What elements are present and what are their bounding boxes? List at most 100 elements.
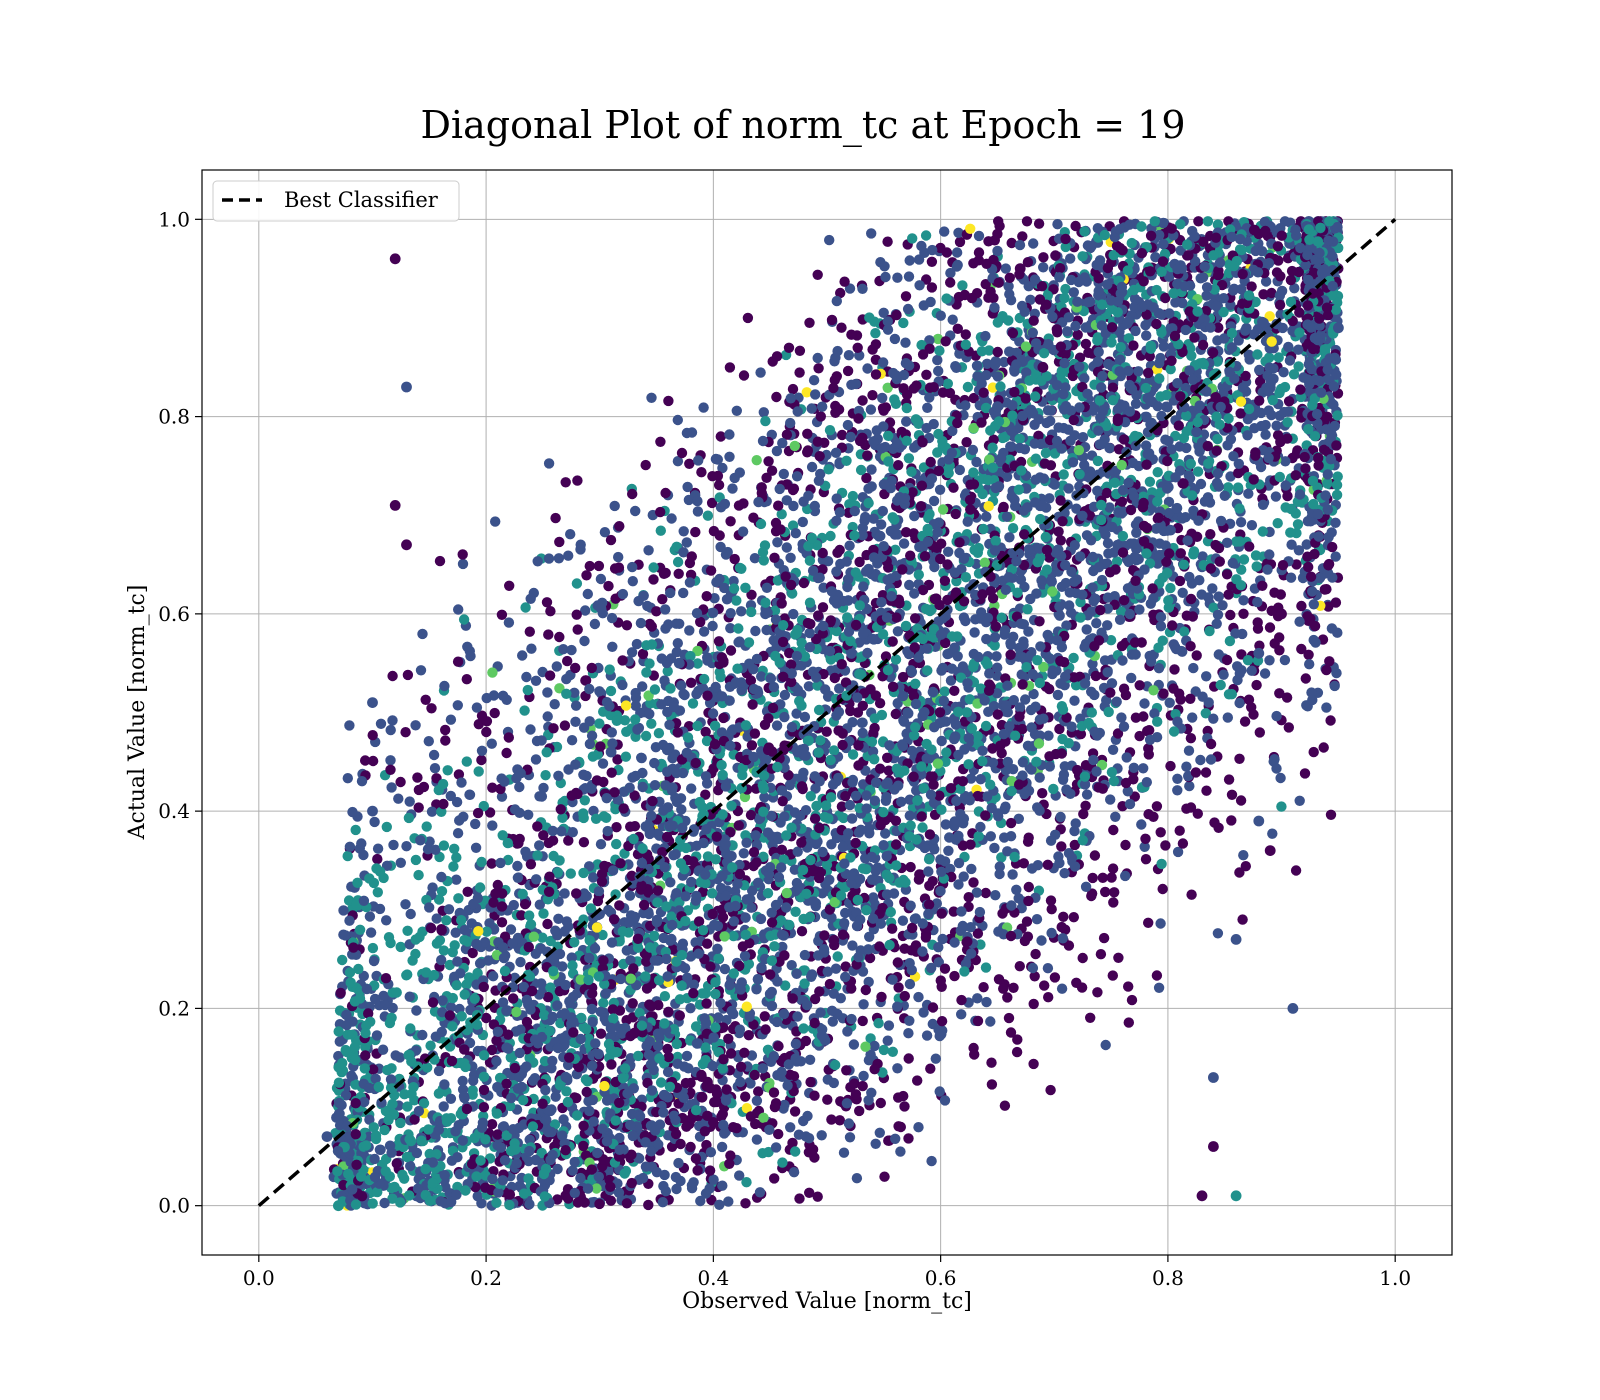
scatter-point — [1169, 664, 1180, 675]
scatter-point — [854, 1105, 865, 1117]
scatter-point — [905, 900, 916, 911]
scatter-point — [659, 991, 671, 1002]
scatter-point — [671, 1183, 682, 1195]
scatter-point — [1285, 572, 1297, 583]
scatter-point — [817, 602, 829, 613]
scatter-point — [1163, 496, 1175, 508]
scatter-point — [751, 1095, 763, 1107]
scatter-point — [1305, 516, 1316, 527]
scatter-point — [1240, 861, 1252, 872]
scatter-point — [958, 612, 970, 623]
scatter-point — [1177, 513, 1188, 524]
scatter-point — [718, 712, 729, 724]
scatter-point — [837, 929, 849, 940]
scatter-point — [1108, 250, 1119, 261]
scatter-point — [1037, 788, 1048, 799]
scatter-point — [906, 745, 918, 757]
scatter-point — [863, 1095, 874, 1106]
scatter-point — [1108, 547, 1120, 558]
scatter-point — [438, 945, 450, 956]
scatter-point — [778, 468, 789, 480]
scatter-point — [1107, 744, 1119, 755]
scatter-point — [684, 458, 695, 469]
scatter-point — [572, 624, 583, 635]
scatter-point — [845, 635, 856, 647]
scatter-point — [575, 1172, 586, 1184]
scatter-point — [812, 680, 823, 691]
scatter-point — [945, 863, 956, 875]
scatter-point — [1003, 281, 1014, 292]
scatter-point — [699, 673, 710, 685]
scatter-point — [1252, 349, 1263, 360]
scatter-point — [740, 582, 751, 593]
scatter-point — [863, 1055, 875, 1066]
scatter-point — [676, 447, 688, 459]
scatter-point — [1233, 335, 1244, 346]
scatter-point — [853, 405, 865, 417]
scatter-point — [1177, 587, 1188, 598]
scatter-point — [1068, 652, 1079, 664]
scatter-point — [1114, 614, 1126, 625]
scatter-point — [582, 588, 593, 600]
scatter-point — [452, 656, 464, 667]
scatter-point — [746, 902, 757, 913]
scatter-point — [453, 893, 464, 904]
scatter-point — [468, 1075, 479, 1086]
scatter-point — [387, 715, 398, 726]
scatter-point — [594, 686, 605, 697]
scatter-point — [933, 365, 944, 377]
scatter-point — [893, 982, 904, 993]
scatter-point — [781, 429, 793, 440]
scatter-point — [1028, 238, 1039, 249]
scatter-point — [461, 756, 472, 767]
scatter-point — [553, 913, 564, 924]
scatter-point — [1197, 551, 1208, 562]
scatter-point — [904, 255, 915, 266]
scatter-point — [1004, 272, 1015, 283]
scatter-point — [957, 280, 968, 291]
scatter-point — [395, 1117, 406, 1129]
scatter-point — [621, 1015, 632, 1026]
scatter-point — [685, 1003, 696, 1014]
scatter-point — [1321, 702, 1332, 713]
scatter-point — [445, 714, 457, 725]
scatter-point — [1179, 626, 1190, 637]
scatter-point — [757, 435, 769, 447]
scatter-point — [395, 941, 406, 953]
scatter-point — [695, 1195, 706, 1207]
scatter-point — [630, 770, 641, 782]
scatter-point — [759, 1011, 770, 1022]
scatter-point — [1111, 556, 1123, 567]
scatter-point — [1282, 417, 1293, 428]
scatter-point — [662, 1066, 674, 1078]
scatter-point — [1015, 574, 1027, 585]
scatter-point — [1260, 276, 1272, 287]
scatter-point — [1291, 448, 1303, 459]
scatter-point — [999, 1100, 1011, 1111]
scatter-point — [700, 726, 711, 738]
scatter-point — [525, 724, 536, 735]
scatter-point — [610, 804, 621, 815]
scatter-point — [1069, 825, 1080, 837]
scatter-point — [880, 651, 892, 662]
scatter-point — [994, 861, 1005, 872]
scatter-point — [369, 816, 380, 828]
scatter-point — [815, 411, 826, 422]
scatter-point — [372, 843, 384, 854]
scatter-point — [776, 844, 787, 855]
scatter-point — [831, 515, 842, 526]
scatter-point — [454, 815, 465, 826]
scatter-point — [923, 854, 935, 865]
scatter-point — [794, 345, 806, 356]
scatter-point — [630, 505, 641, 517]
scatter-point — [883, 430, 894, 441]
scatter-point — [1000, 765, 1012, 776]
scatter-point — [878, 307, 889, 318]
scatter-point — [887, 1046, 898, 1058]
scatter-point — [1267, 828, 1278, 839]
scatter-point — [423, 736, 434, 747]
scatter-point — [781, 542, 792, 553]
scatter-point — [786, 960, 797, 971]
scatter-point — [1238, 850, 1249, 861]
scatter-point — [431, 1149, 442, 1160]
